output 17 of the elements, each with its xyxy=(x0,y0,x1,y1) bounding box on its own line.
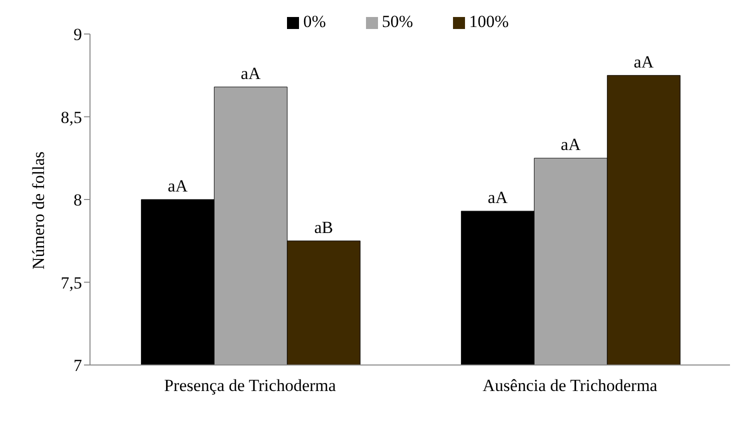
legend-label: 100% xyxy=(469,12,509,31)
data-label: aA xyxy=(488,188,508,208)
data-label: aB xyxy=(314,218,334,237)
legend-label: 0% xyxy=(303,12,326,31)
y-tick-label: 8,5 xyxy=(60,108,82,127)
y-axis-title: Número de follas xyxy=(29,151,48,270)
y-tick-label: 7 xyxy=(74,356,82,376)
y-tick-label: 7,5 xyxy=(60,273,82,292)
legend-label: 50% xyxy=(382,12,414,31)
data-label: aA xyxy=(634,52,654,72)
data-label: aA xyxy=(240,64,262,83)
y-tick-label: 8 xyxy=(74,190,82,210)
x-tick-label: Presença de Trichoderma xyxy=(164,376,336,396)
x-tick-label: Ausência de Trichoderma xyxy=(482,376,658,396)
data-label: aA xyxy=(560,135,582,154)
y-tick-label: 9 xyxy=(74,25,82,44)
data-label: aA xyxy=(168,176,188,196)
